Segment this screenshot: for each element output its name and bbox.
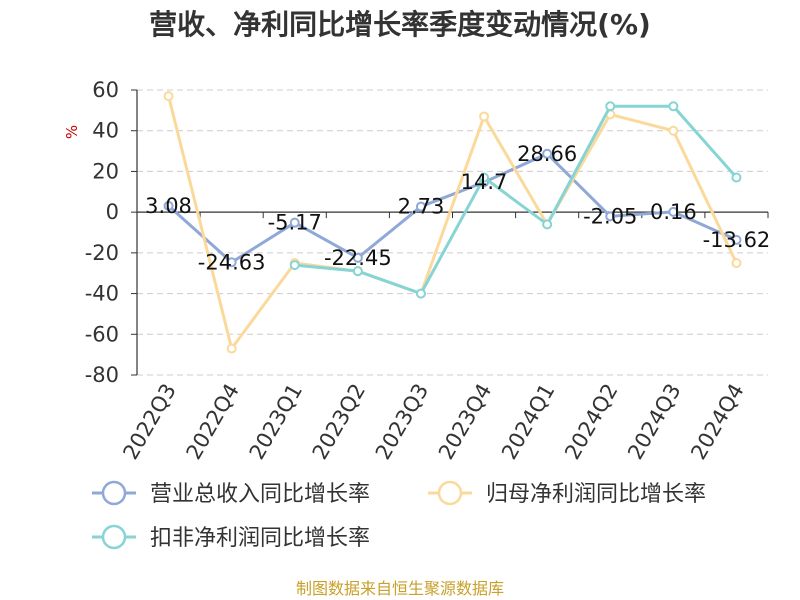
data-label: -5.17 bbox=[268, 211, 322, 235]
chart-title: 营收、净利同比增长率季度变动情况(%) bbox=[149, 8, 651, 41]
x-tick-label: 2024Q4 bbox=[686, 380, 748, 464]
y-tick-label: 60 bbox=[92, 78, 119, 102]
y-tick-label: 20 bbox=[92, 159, 119, 183]
data-label: -2.05 bbox=[583, 204, 637, 228]
y-axis-label: % bbox=[63, 125, 81, 139]
data-label: 0.16 bbox=[650, 200, 697, 224]
x-tick-labels: 2022Q3 2022Q4 2023Q1 2023Q2 2023Q3 2023Q4 2024… bbox=[118, 380, 748, 464]
x-tick-label: 2022Q4 bbox=[182, 380, 244, 464]
x-tick-label: 2024Q1 bbox=[497, 380, 559, 464]
y-tick-label: -60 bbox=[85, 322, 119, 346]
legend-label: 扣非净利润同比增长率 bbox=[150, 526, 370, 551]
data-point bbox=[731, 258, 742, 269]
data-point bbox=[226, 343, 237, 354]
y-tick-label: -80 bbox=[85, 363, 119, 387]
data-point bbox=[542, 219, 553, 230]
legend-marker bbox=[101, 480, 127, 506]
data-label: -22.45 bbox=[324, 246, 392, 270]
data-label: -13.62 bbox=[703, 228, 771, 252]
data-label: 2.73 bbox=[398, 195, 445, 219]
data-point bbox=[479, 172, 490, 183]
x-tick-label: 2024Q3 bbox=[623, 380, 685, 464]
data-point bbox=[479, 111, 490, 122]
x-tick-label: 2022Q3 bbox=[118, 380, 180, 464]
legend-marker bbox=[437, 480, 463, 506]
x-tick-label: 2024Q2 bbox=[560, 380, 622, 464]
y-tick-label: 0 bbox=[106, 200, 119, 224]
data-label: -24.63 bbox=[198, 250, 266, 274]
y-tick-label: -20 bbox=[85, 241, 119, 265]
data-point bbox=[731, 234, 742, 245]
data-point bbox=[415, 288, 426, 299]
y-tick-label: 40 bbox=[92, 119, 119, 143]
data-point bbox=[163, 91, 174, 102]
y-tick-labels: 60 40 20 0 -20 -40 -60 -80 bbox=[85, 78, 119, 387]
data-point bbox=[289, 260, 300, 271]
data-point bbox=[605, 101, 616, 112]
x-tick-label: 2023Q2 bbox=[308, 380, 370, 464]
series-line-3 bbox=[294, 104, 738, 296]
legend-label: 营业总收入同比增长率 bbox=[150, 482, 370, 507]
data-point bbox=[163, 200, 174, 211]
data-point bbox=[668, 101, 679, 112]
data-label: 14.7 bbox=[461, 170, 508, 194]
data-point bbox=[289, 217, 300, 228]
legend-label: 归母净利润同比增长率 bbox=[486, 482, 706, 507]
data-point bbox=[731, 172, 742, 183]
data-point bbox=[226, 257, 237, 268]
series-line-1 bbox=[167, 152, 738, 264]
data-point bbox=[668, 125, 679, 136]
source-note: 制图数据来自恒生聚源数据库 bbox=[296, 579, 504, 598]
y-tick-label: -40 bbox=[85, 282, 119, 306]
data-label: 28.66 bbox=[517, 142, 577, 166]
series-lines bbox=[163, 91, 742, 354]
data-point bbox=[352, 266, 363, 277]
x-tick-label: 2023Q1 bbox=[245, 380, 307, 464]
data-point bbox=[415, 201, 426, 212]
legend-marker bbox=[101, 524, 127, 550]
x-tick-label: 2023Q4 bbox=[434, 380, 496, 464]
data-labels: 3.08 -24.63-5.17-22.45 2.73 14.7 28.66 -2.05 0… bbox=[145, 142, 770, 274]
series-line-2 bbox=[167, 95, 738, 351]
data-point bbox=[605, 211, 616, 222]
x-tick-label: 2023Q3 bbox=[371, 380, 433, 464]
data-point bbox=[352, 252, 363, 263]
data-label: 3.08 bbox=[145, 194, 192, 218]
data-point bbox=[542, 148, 553, 159]
data-point bbox=[668, 206, 679, 217]
